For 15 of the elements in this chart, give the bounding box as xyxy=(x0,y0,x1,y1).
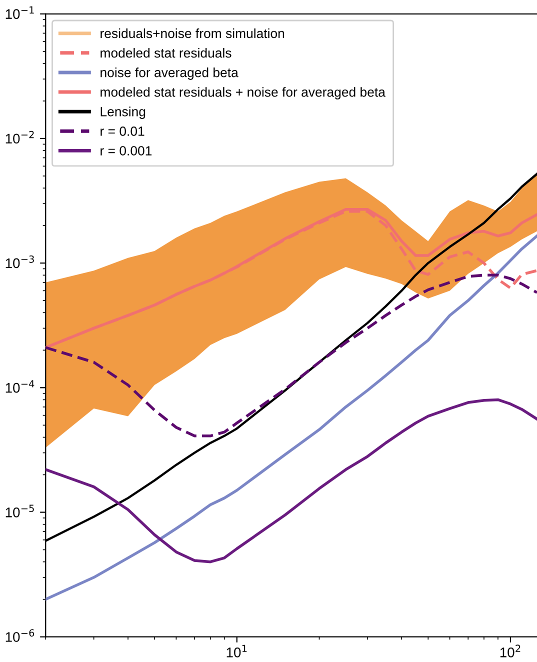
legend-label: residuals+noise from simulation xyxy=(100,28,284,38)
y-tick-label: 10$^{−3}$ xyxy=(6,255,34,268)
y-tick-label: 10$^{−6}$ xyxy=(6,629,34,642)
legend-label: r = 0.01 xyxy=(100,126,144,136)
x-tick-label: 10$^{2}$ xyxy=(500,644,520,658)
legend-label: modeled stat residuals xyxy=(100,48,232,58)
y-tick-label: 10$^{−1}$ xyxy=(6,6,34,19)
legend-label: noise for averaged beta xyxy=(100,68,238,80)
x-tick-label: 10$^{1}$ xyxy=(226,644,247,658)
y-tick-label: 10$^{−5}$ xyxy=(6,504,34,518)
y-tick-label: 10$^{−4}$ xyxy=(6,380,34,393)
legend-label: modeled stat residuals + noise for averaged beta xyxy=(100,87,386,100)
legend-label: Lensing xyxy=(100,106,146,119)
legend-label: r = 0.001 xyxy=(100,146,152,156)
y-tick-label: 10$^{−2}$ xyxy=(6,130,34,144)
